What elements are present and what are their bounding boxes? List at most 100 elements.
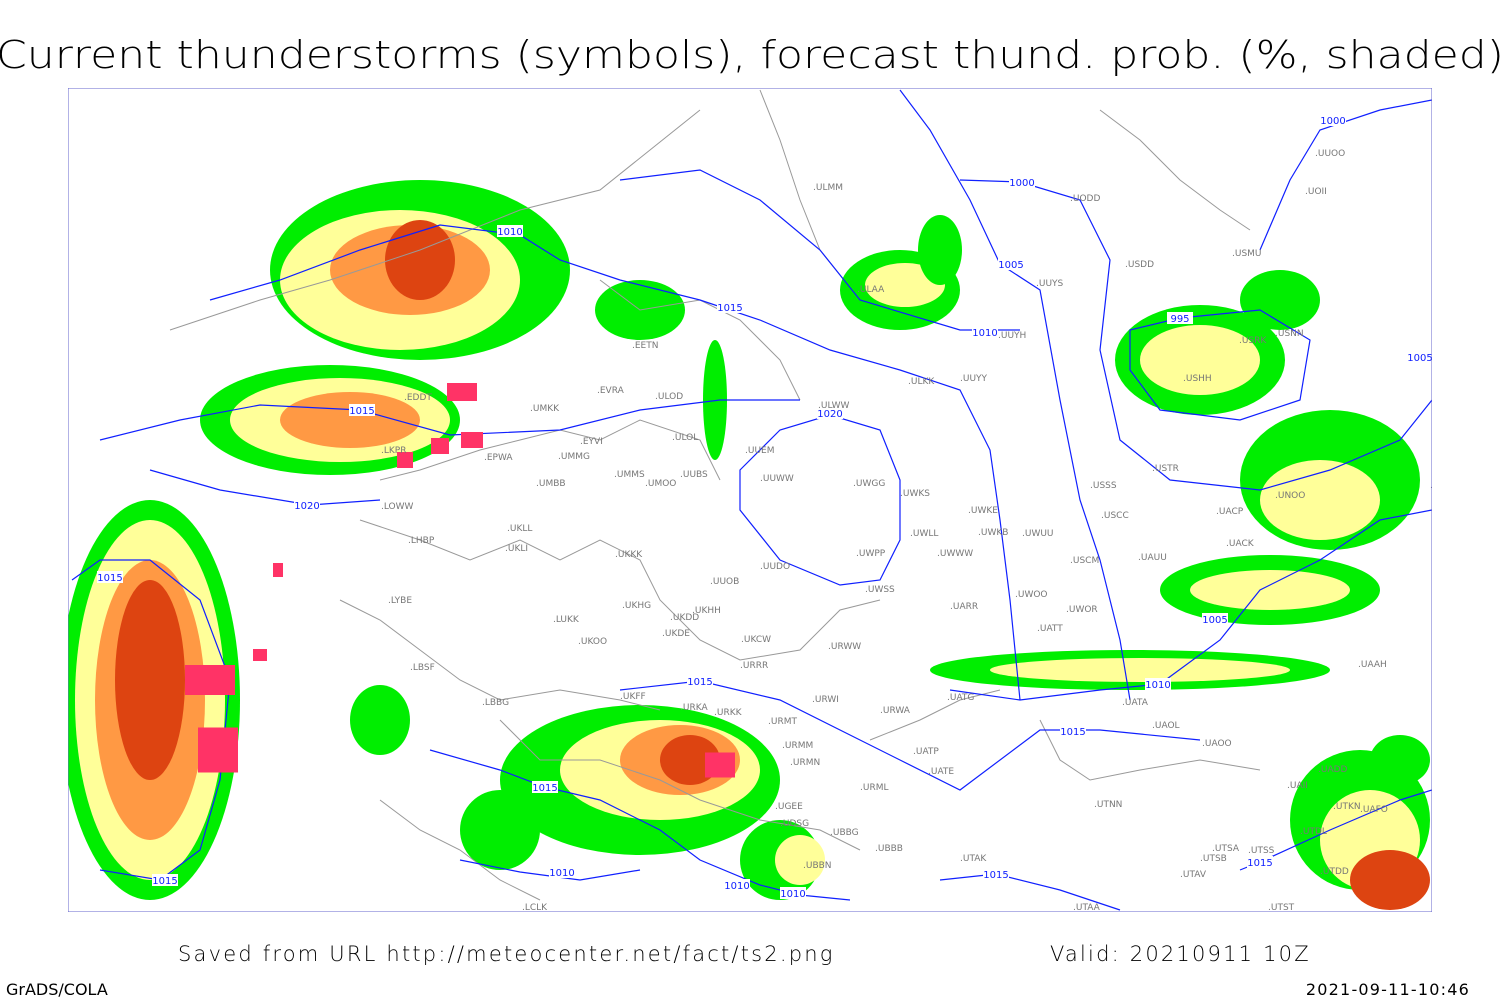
station-label: .LHBP: [408, 536, 435, 546]
station-label: .LOWW: [381, 502, 414, 512]
station-label: .USHH: [1183, 374, 1212, 384]
isobar-labels: 1010 1015 1020 1015 1015 1015 1020 1000 1005 1010…: [97, 114, 1432, 900]
station-label: .URKK: [714, 708, 743, 718]
software-credit: GrADS/COLA: [6, 980, 108, 999]
isobar-label: 1010: [1145, 680, 1170, 691]
station-label: .UMMS: [614, 470, 645, 480]
station-label: .LKPR: [381, 446, 406, 456]
isobar-label: 1015: [532, 783, 557, 794]
station-label: .UDSG: [780, 819, 809, 829]
station-label: .UGEE: [775, 802, 803, 812]
station-label: .UWUU: [1022, 529, 1054, 539]
station-label: .UWKS: [900, 489, 930, 499]
station-label: .UBBB: [875, 844, 903, 854]
station-label: .LYBE: [388, 596, 412, 606]
thunderstorm-symbol: [461, 432, 483, 448]
station-label: .ULAA: [857, 285, 885, 295]
station-label: .ULOD: [655, 392, 683, 402]
isobar-label: 1010: [724, 881, 749, 892]
station-label: .EDDT: [404, 393, 432, 403]
weather-map: 1010 1015 1020 1015 1015 1015 1020 1000 1005 1010…: [68, 88, 1432, 912]
station-label: .EVRA: [597, 386, 625, 396]
station-label: .UUDO: [760, 562, 790, 572]
isobar-label: 1020: [817, 409, 842, 420]
station-label: .UTSS: [1248, 846, 1275, 856]
station-label: .URMM: [782, 741, 813, 751]
station-label: .UKFF: [620, 692, 646, 702]
probability-area: [1140, 325, 1260, 395]
station-label: .UWGG: [853, 479, 885, 489]
station-label: .UTST: [1268, 903, 1295, 912]
isobar-label: 1015: [1247, 858, 1272, 869]
isobar-label: 1015: [717, 303, 742, 314]
station-label: .UAOL: [1152, 721, 1180, 731]
isobar-label: 995: [1170, 314, 1189, 325]
station-label: .UATG: [947, 693, 974, 703]
isobar-label: 1005: [998, 260, 1023, 271]
station-label: .UKDE: [662, 629, 690, 639]
isobar-label: 1015: [97, 573, 122, 584]
station-label: .UTKN: [1333, 802, 1361, 812]
station-label: .ULMM: [813, 183, 843, 193]
station-label: .UTSA: [1212, 844, 1240, 854]
station-label: .UTAV: [1180, 870, 1207, 880]
station-label: .URRR: [740, 661, 768, 671]
station-label: .USMU: [1232, 249, 1262, 259]
station-label: .UWLL: [910, 529, 938, 539]
isobar-label: 1010: [780, 889, 805, 900]
station-label: .EYVI: [580, 437, 603, 447]
station-label: .UNBB: [1430, 481, 1432, 491]
station-label: .UATP: [913, 747, 939, 757]
station-label: .UKCW: [741, 635, 771, 645]
station-label: .USCM: [1070, 556, 1099, 566]
station-label: .URWW: [828, 642, 861, 652]
station-label: .UOII: [1305, 187, 1327, 197]
station-label: .UARR: [950, 602, 978, 612]
station-label: .URWI: [812, 695, 839, 705]
station-label: .UUWW: [760, 474, 794, 484]
station-label: .UKOO: [578, 637, 607, 647]
thunderstorm-symbol: [705, 752, 735, 778]
isobar-label: 1015: [349, 406, 374, 417]
station-label: .UTDD: [1320, 867, 1349, 877]
probability-area: [918, 215, 962, 285]
probability-area: [115, 580, 185, 780]
thunderstorm-symbol: [198, 727, 238, 773]
station-label: .UTDL: [1300, 827, 1327, 837]
isobar-label: 1010: [549, 868, 574, 879]
probability-area: [385, 220, 455, 300]
probability-area: [460, 790, 540, 870]
station-label: .USRK: [1239, 336, 1267, 346]
station-label: .USSS: [1090, 481, 1117, 491]
station-label: .UWOR: [1066, 605, 1098, 615]
thunderstorm-probability-shading: [68, 180, 1430, 910]
station-label: .UWKB: [978, 528, 1008, 538]
station-label: .EETN: [632, 341, 658, 351]
station-label: .USNN: [1275, 329, 1304, 339]
isobar-label: 1015: [687, 677, 712, 688]
station-label: .ULWW: [818, 401, 850, 411]
station-label: .URMN: [790, 758, 820, 768]
station-label: .LBSF: [410, 663, 435, 673]
station-labels: .ULMM .ULAA .UUYS .UUYH .ULKK .UUYY .ULWW .EETN…: [381, 149, 1432, 912]
source-url-text: Saved from URL http://meteocenter.net/fa…: [178, 942, 835, 966]
station-label: .UTAA: [1073, 903, 1101, 912]
station-label: .UKLL: [507, 524, 532, 534]
map-title-text: Current thunderstorms (symbols), forecas…: [0, 33, 1500, 77]
probability-area: [1350, 850, 1430, 910]
station-label: .ULOL: [672, 433, 698, 443]
station-label: .UTNN: [1094, 800, 1122, 810]
station-label: .UBBN: [803, 861, 832, 871]
station-label: .UTAK: [960, 854, 987, 864]
thunderstorm-symbol: [447, 383, 477, 401]
probability-area: [1260, 460, 1380, 540]
isobar-label: 1010: [497, 227, 522, 238]
isobar-label: 1005: [1202, 615, 1227, 626]
station-label: .UWOO: [1015, 590, 1048, 600]
isobar-label: 1015: [152, 876, 177, 887]
thunderstorm-symbols: [185, 383, 735, 778]
station-label: .UMBB: [536, 479, 566, 489]
station-label: .UMKK: [530, 404, 560, 414]
station-label: .UWKE: [968, 506, 998, 516]
station-label: .UUEM: [745, 446, 775, 456]
